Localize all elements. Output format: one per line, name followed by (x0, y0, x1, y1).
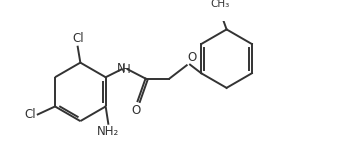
Text: O: O (187, 51, 197, 64)
Text: NH₂: NH₂ (97, 125, 119, 138)
Text: O: O (132, 104, 141, 117)
Text: N: N (117, 62, 126, 75)
Text: CH₃: CH₃ (210, 0, 229, 9)
Text: Cl: Cl (72, 32, 83, 45)
Text: Cl: Cl (25, 108, 36, 121)
Text: H: H (122, 63, 131, 76)
